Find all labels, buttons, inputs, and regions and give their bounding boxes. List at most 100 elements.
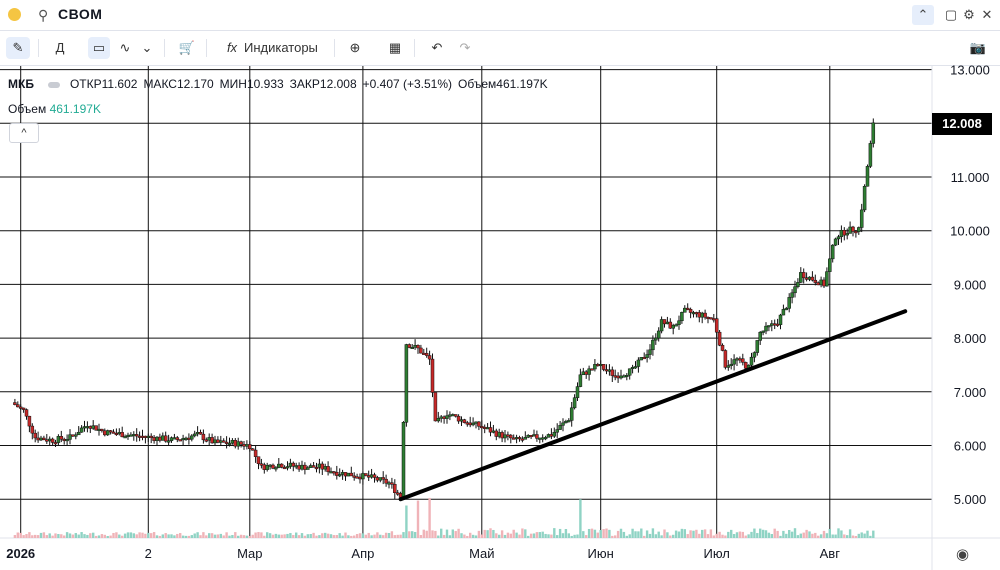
volume-bar [71,534,75,538]
undo-icon[interactable]: ↶ [431,40,443,55]
candle-body [601,364,606,370]
volume-bar [329,534,333,538]
chevron-up-icon[interactable]: ⌃ [912,5,934,25]
volume-bar [83,534,86,538]
volume-bar [283,534,286,538]
volume-bar [637,531,640,538]
candle-body [642,357,646,360]
candle-body [729,363,733,366]
candle-body [236,441,240,447]
volume-bar [248,535,251,538]
candle-body [271,464,275,469]
candle-body [596,364,600,367]
y-tick-label: 7.000 [954,385,987,400]
volume-bar [730,529,733,538]
volume-bar [602,529,605,538]
area-chart-icon[interactable]: ∿ [119,40,131,55]
candle-body [163,435,168,442]
volume-bar [16,532,19,538]
candle-body [120,432,124,438]
candle-body [555,429,559,433]
volume-bar [866,530,869,538]
volume-bar [341,535,344,538]
plus-circle-icon[interactable]: ⊕ [349,40,361,55]
volume-bar [367,532,370,538]
volume-bar [843,534,846,538]
volume-bar [466,535,469,538]
candles-icon[interactable]: ▭ [88,37,110,59]
candle-body [442,416,446,419]
symbol-search[interactable]: СВОМ [58,6,103,22]
candle-body [671,325,675,329]
candle-body [88,426,93,429]
axis-settings-icon[interactable]: ◉ [956,546,970,563]
candle-body [712,318,716,321]
candle-body [471,422,475,426]
candle-body [804,277,809,280]
legend-close: ЗАКР12.008 [289,77,357,91]
candle-body [859,209,864,228]
volume-bar [347,535,350,538]
candle-body [651,339,655,351]
y-tick-label: 8.000 [954,331,987,346]
volume-bar [732,534,736,538]
x-tick-label: Апр [351,546,374,561]
volume-bar [648,533,652,538]
maximize-icon[interactable]: ▢ [944,7,958,22]
pencil-icon[interactable]: ✎ [6,37,30,59]
volume-bar [750,531,753,538]
candle-body [393,484,397,493]
candle-body [781,309,786,316]
candle-body [146,435,151,438]
candle-body [33,432,37,439]
y-tick-label: 6.000 [954,439,987,454]
volume-bar [344,532,347,538]
close-icon[interactable]: ✕ [981,7,993,22]
volume-bar [274,533,278,538]
candle-body [239,441,243,445]
candle-body [250,448,255,451]
volume-bar [164,533,167,538]
volume-bar [747,534,750,538]
volume-bar [834,534,837,538]
volume-bar [614,535,617,538]
volume-bar [753,528,756,538]
chevron-down-icon[interactable]: ⌄ [141,40,153,55]
candle-body [105,430,110,436]
fx-icon[interactable]: fx [226,40,238,55]
camera-icon[interactable]: 📷 [969,40,987,55]
volume-bar [567,533,570,538]
volume-bar [782,530,785,538]
y-tick-label: 9.000 [954,277,987,292]
grid-icon[interactable]: ▦ [388,40,402,55]
volume-bar [245,535,249,538]
volume-bar [660,535,663,538]
indicators-button[interactable]: Индикаторы [244,40,318,55]
candle-body [726,365,731,368]
candle-body [279,463,284,468]
candle-body [520,438,525,441]
search-icon[interactable]: ⚲ [38,7,49,23]
collapse-button[interactable]: ^ [9,123,39,143]
volume-bar [422,529,425,538]
candle-body [42,437,46,440]
volume-bar [138,532,141,538]
candle-body [552,431,557,437]
volume-bar [741,531,744,538]
legend-toggle[interactable] [47,81,60,88]
candle-body [30,425,35,434]
volume-bar [408,531,411,538]
volume-bar [634,531,637,538]
interval-button[interactable]: Д [55,40,65,55]
candle-body [741,358,745,363]
candle-body [775,323,780,326]
redo-icon[interactable]: ↷ [459,40,471,55]
volume-bar [538,532,541,538]
basket-icon[interactable]: 🛒 [178,40,196,55]
candle-body [590,368,594,371]
volume-bar [695,529,698,538]
candle-body [59,436,64,440]
candle-body [140,435,145,438]
settings-gear-icon[interactable]: ⚙ [963,7,975,22]
